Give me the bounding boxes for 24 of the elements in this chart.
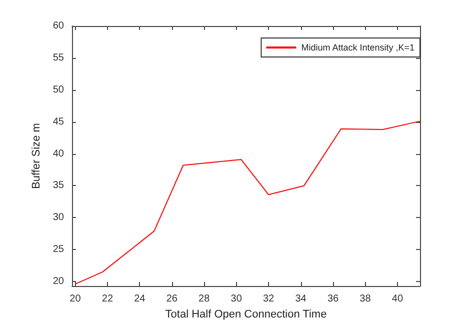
line-series <box>74 120 420 285</box>
x-tick-label: 20 <box>70 294 82 304</box>
y-axis-title: Buffer Size m <box>30 123 42 189</box>
y-tick-label: 40 <box>52 148 64 160</box>
y-tick-label: 50 <box>52 84 64 96</box>
y-tick-label: 60 <box>52 20 64 32</box>
x-tick-label: 28 <box>198 294 210 304</box>
legend-label: Midium Attack Intensity ,K=1 <box>301 42 415 52</box>
y-tick-label: 30 <box>52 212 64 224</box>
x-axis-title: Total Half Open Connection Time <box>165 308 327 320</box>
y-tick-label: 45 <box>52 116 64 128</box>
x-tick-label: 36 <box>327 294 339 304</box>
x-tick-label: 34 <box>295 294 307 304</box>
x-tick-label: 32 <box>262 294 275 304</box>
x-tick-label: 30 <box>230 294 242 304</box>
x-tick-label: 24 <box>134 294 146 304</box>
x-tick-label: 22 <box>102 294 114 304</box>
x-tick-label: 40 <box>392 294 404 304</box>
x-tick-label: 38 <box>360 294 372 304</box>
y-tick-label: 35 <box>52 180 64 192</box>
y-tick-label: 55 <box>52 52 64 64</box>
y-tick-label: 25 <box>52 244 64 256</box>
y-tick-label: 20 <box>52 276 64 288</box>
x-tick-label: 26 <box>166 294 178 304</box>
